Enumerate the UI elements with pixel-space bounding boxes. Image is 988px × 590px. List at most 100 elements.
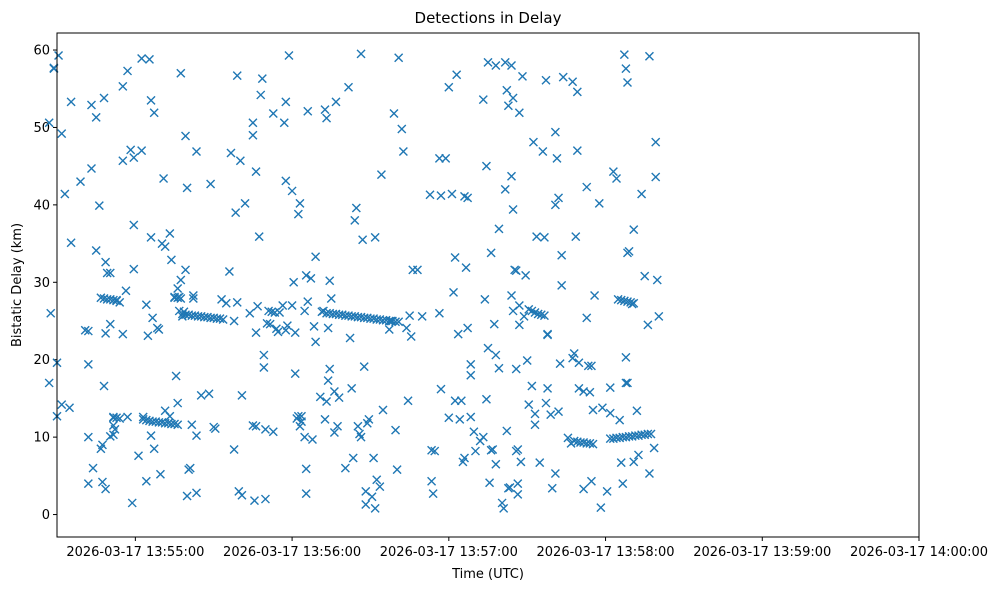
data-point — [165, 411, 175, 421]
data-point — [191, 431, 201, 441]
x-tick-label: 2026-03-17 13:58:00 — [537, 545, 675, 560]
data-point — [629, 457, 639, 467]
data-point — [359, 362, 369, 372]
data-point — [303, 297, 313, 307]
data-point — [300, 306, 310, 316]
data-point — [148, 313, 158, 323]
data-point — [97, 440, 107, 450]
data-point — [590, 290, 600, 300]
data-point — [204, 389, 214, 399]
data-point — [608, 167, 618, 177]
data-point — [502, 85, 512, 95]
data-point — [129, 264, 139, 274]
data-point — [83, 359, 93, 369]
data-point — [108, 430, 118, 440]
data-point — [417, 311, 427, 321]
data-point — [284, 50, 294, 60]
data-point — [571, 232, 581, 242]
data-point — [176, 68, 186, 78]
data-point — [356, 49, 366, 59]
data-point — [315, 392, 325, 402]
data-point — [434, 308, 444, 318]
data-point — [392, 465, 402, 475]
data-point — [555, 359, 565, 369]
data-point — [262, 318, 272, 328]
data-point — [278, 301, 288, 311]
data-point — [579, 484, 589, 494]
data-point — [149, 444, 159, 454]
data-point — [191, 488, 201, 498]
data-point — [469, 427, 479, 437]
data-point — [232, 71, 242, 81]
data-point — [293, 411, 303, 421]
data-point — [44, 378, 54, 388]
data-point — [511, 364, 521, 374]
data-point — [541, 75, 551, 85]
data-point — [491, 61, 501, 71]
data-point — [491, 459, 501, 469]
data-point — [101, 257, 111, 267]
plot-area-frame — [56, 32, 920, 538]
data-point — [123, 66, 133, 76]
data-point — [173, 283, 183, 293]
data-point — [206, 179, 216, 189]
data-point — [481, 161, 491, 171]
data-point — [112, 413, 122, 423]
data-point — [196, 390, 206, 400]
data-point — [267, 307, 277, 317]
data-point — [221, 298, 231, 308]
data-point — [384, 325, 394, 335]
data-point — [159, 174, 169, 184]
data-point — [257, 74, 267, 84]
data-point — [470, 446, 480, 456]
x-tick-label: 2026-03-17 13:59:00 — [693, 545, 831, 560]
data-point — [249, 496, 259, 506]
y-axis-ticks: 0 10 20 30 40 50 60 — [33, 44, 57, 523]
data-point — [215, 314, 225, 324]
data-point — [102, 268, 112, 278]
data-point — [543, 330, 553, 340]
x-axis-ticks: 2026-03-17 13:55:00 2026-03-17 13:56:00 20… — [66, 537, 988, 560]
data-point — [248, 421, 258, 431]
data-point — [188, 294, 198, 304]
data-point — [394, 53, 404, 63]
data-point — [394, 317, 404, 327]
data-point — [436, 384, 446, 394]
data-point — [115, 414, 125, 424]
data-point — [144, 54, 154, 64]
data-point — [245, 308, 255, 318]
data-point — [344, 82, 354, 92]
data-point — [626, 297, 636, 307]
data-point — [541, 398, 551, 408]
data-point — [146, 431, 156, 441]
data-point — [459, 453, 469, 463]
data-point — [237, 490, 247, 500]
data-point — [483, 343, 493, 353]
data-point — [141, 476, 151, 486]
data-point — [181, 131, 191, 141]
data-point — [323, 376, 333, 386]
data-point — [367, 492, 377, 502]
data-point — [597, 403, 607, 413]
data-point — [449, 287, 459, 297]
data-point — [447, 189, 457, 199]
data-point — [466, 412, 476, 422]
data-point — [403, 396, 413, 406]
data-point — [463, 193, 473, 203]
data-point — [65, 403, 75, 413]
data-point — [54, 50, 64, 60]
data-point — [500, 57, 510, 67]
data-point — [478, 95, 488, 105]
data-point — [527, 381, 537, 391]
data-point — [507, 171, 517, 181]
data-point — [325, 364, 335, 374]
data-point — [358, 235, 368, 245]
data-point — [334, 393, 344, 403]
data-point — [253, 301, 263, 311]
data-point — [585, 387, 595, 397]
data-point — [552, 153, 562, 163]
data-point — [513, 479, 523, 489]
data-point — [389, 109, 399, 119]
data-point — [612, 174, 622, 184]
data-point — [500, 184, 510, 194]
